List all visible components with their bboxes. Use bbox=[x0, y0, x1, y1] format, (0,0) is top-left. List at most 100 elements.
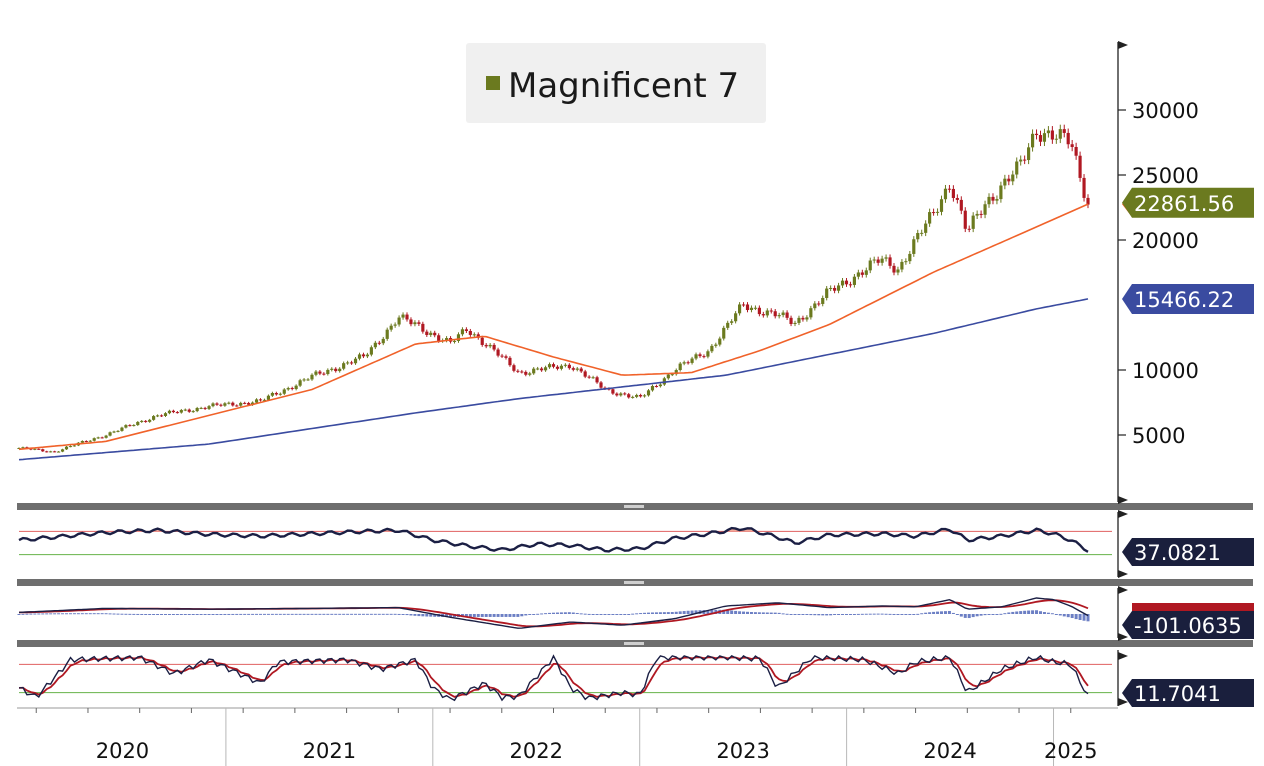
macd-hist-bar bbox=[61, 613, 65, 615]
candle-body bbox=[199, 407, 203, 409]
macd-hist-bar bbox=[635, 613, 639, 615]
candle-body bbox=[547, 364, 552, 368]
macd-hist-bar bbox=[274, 613, 278, 615]
candle-body bbox=[116, 430, 120, 432]
axis-end-arrow bbox=[1118, 570, 1128, 578]
candle-body bbox=[179, 410, 183, 413]
macd-hist-bar bbox=[397, 613, 401, 615]
candle-body bbox=[480, 337, 484, 345]
macd-hist-bar bbox=[540, 613, 544, 615]
macd-hist-bar bbox=[72, 613, 76, 615]
candle-body bbox=[163, 413, 168, 416]
candle-body bbox=[722, 327, 726, 339]
macd-hist-bar bbox=[872, 613, 876, 615]
macd-hist-bar bbox=[765, 612, 769, 614]
macd-hist-bar bbox=[211, 614, 215, 615]
macd-hist-bar bbox=[187, 614, 191, 615]
macd-hist-bar bbox=[235, 613, 239, 615]
macd-hist-bar bbox=[852, 614, 856, 615]
macd-hist-bar bbox=[666, 612, 670, 614]
candle-body bbox=[840, 280, 845, 286]
macd-hist-bar bbox=[999, 613, 1003, 615]
macd-hist-bar bbox=[959, 614, 963, 617]
candle-body bbox=[999, 185, 1003, 200]
macd-hist-bar bbox=[670, 612, 674, 614]
macd-hist-bar bbox=[963, 614, 967, 618]
macd-hist-bar bbox=[757, 612, 761, 614]
candle-body bbox=[559, 365, 564, 369]
legend-box bbox=[466, 43, 766, 123]
candle-body bbox=[551, 364, 556, 367]
candle-body bbox=[955, 197, 959, 200]
candle-body bbox=[753, 307, 758, 309]
macd-hist-bar bbox=[334, 613, 338, 615]
macd-hist-bar bbox=[730, 610, 734, 614]
macd-hist-bar bbox=[243, 613, 247, 615]
macd-hist-bar bbox=[140, 613, 144, 615]
macd-hist-bar bbox=[579, 613, 583, 615]
macd-hist-bar bbox=[262, 613, 266, 615]
macd-hist-bar bbox=[734, 610, 738, 614]
macd-hist-bar bbox=[393, 613, 397, 615]
macd-hist-bar bbox=[65, 613, 69, 615]
candle-body bbox=[306, 379, 310, 381]
macd-hist-bar bbox=[738, 611, 742, 614]
candle-body bbox=[924, 223, 928, 233]
candle-body bbox=[833, 287, 837, 291]
macd-hist-bar bbox=[326, 613, 330, 615]
candle-body bbox=[860, 272, 864, 275]
value-tags: 22760.3115466.2222861.5637.0821-101.0635… bbox=[1122, 187, 1254, 707]
macd-hist-bar bbox=[306, 613, 310, 615]
candle-body bbox=[175, 412, 179, 414]
candle-body bbox=[227, 402, 231, 404]
macd-hist-bar bbox=[943, 611, 947, 614]
macd-hist-bar bbox=[239, 613, 243, 615]
candle-body bbox=[413, 322, 417, 325]
candle-body bbox=[678, 363, 682, 371]
candle-body bbox=[266, 395, 271, 400]
macd-hist-bar bbox=[33, 613, 37, 615]
macd-hist-bar bbox=[163, 614, 167, 615]
macd-hist-bar bbox=[781, 613, 785, 615]
macd-hist-bar bbox=[777, 612, 781, 614]
divider-grip bbox=[624, 581, 644, 584]
macd-hist-bar bbox=[567, 612, 571, 614]
macd-hist-bar bbox=[623, 614, 627, 615]
macd-hist-bar bbox=[674, 611, 678, 614]
candle-body bbox=[120, 427, 124, 431]
candle-body bbox=[516, 370, 520, 372]
macd-hist-bar bbox=[508, 614, 512, 617]
candle-body bbox=[33, 448, 37, 450]
macd-hist-bar bbox=[575, 612, 579, 614]
candle-body bbox=[876, 259, 880, 263]
candle-body bbox=[666, 374, 670, 379]
candle-body bbox=[825, 288, 829, 298]
macd-hist-bar bbox=[607, 614, 611, 615]
candle-body bbox=[884, 257, 888, 259]
macd-hist-bar bbox=[270, 613, 274, 615]
macd-hist-bar bbox=[595, 614, 599, 615]
candle-body bbox=[456, 334, 461, 341]
macd-hist-bar bbox=[686, 610, 690, 614]
macd-hist-bar bbox=[706, 609, 710, 614]
candle-body bbox=[852, 276, 856, 285]
macd-hist-bar bbox=[68, 613, 72, 615]
macd-hist-bar bbox=[148, 614, 152, 615]
candle-body bbox=[258, 399, 263, 401]
candle-body bbox=[532, 368, 536, 374]
macd-hist-bar bbox=[611, 614, 615, 615]
candle-body bbox=[338, 368, 342, 372]
candle-body bbox=[53, 451, 57, 453]
macd-hist-bar bbox=[302, 613, 306, 615]
candle-body bbox=[1058, 129, 1062, 139]
macd-hist-bar bbox=[377, 613, 381, 615]
candle-body bbox=[140, 420, 144, 422]
macd-hist-bar bbox=[171, 614, 175, 615]
macd-hist-bar bbox=[722, 609, 726, 614]
x-year-label: 2020 bbox=[96, 739, 149, 763]
macd-hist-bar bbox=[385, 613, 389, 615]
macd-hist-bar bbox=[183, 614, 187, 615]
macd-panel bbox=[17, 588, 1119, 638]
candle-body bbox=[112, 431, 116, 433]
candle-body bbox=[805, 317, 809, 320]
